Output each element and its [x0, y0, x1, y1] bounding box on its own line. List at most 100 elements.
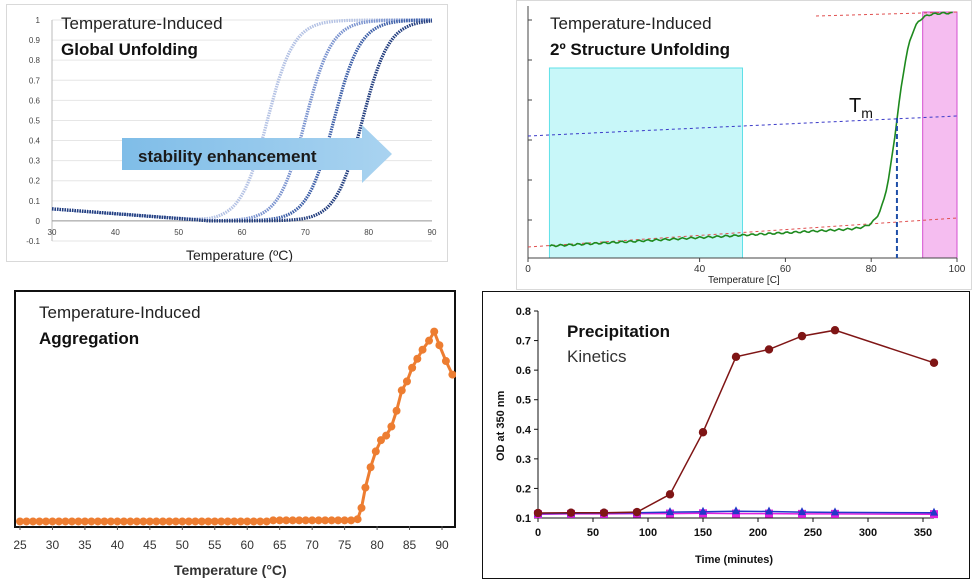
aggregation-point	[236, 517, 245, 526]
x-axis-label: Temperature (°C)	[174, 562, 287, 578]
aggregation-point	[74, 517, 83, 526]
y-tick-label: 0.4	[29, 137, 41, 146]
x-tick-label: 25	[14, 538, 27, 552]
highlight-region-2	[922, 11, 958, 259]
x-tick-label: 65	[273, 538, 287, 552]
x-tick-label: 0	[535, 527, 541, 539]
aggregation-point	[35, 517, 44, 526]
y-tick-label: -0.1	[26, 237, 40, 246]
x-tick-label: 60	[241, 538, 255, 552]
y-tick-label: 0.9	[29, 36, 41, 45]
aggregation-point	[41, 517, 50, 526]
aggregation-point	[366, 463, 375, 472]
od-series-point-2	[666, 507, 674, 516]
aggregation-point	[334, 516, 343, 525]
od-series-point-2	[699, 506, 707, 515]
od-series-point-2	[930, 507, 938, 516]
x-tick-label: 80	[370, 538, 384, 552]
aggregation-point	[262, 517, 271, 526]
y-tick-label: 0.5	[29, 116, 41, 125]
aggregation-point	[430, 327, 439, 336]
aggregation-point	[197, 517, 206, 526]
x-tick-label: 60	[238, 228, 247, 237]
aggregation-point	[80, 517, 89, 526]
y-tick-label: 0.1	[29, 197, 41, 206]
od-series-point-2	[732, 506, 740, 515]
secondary-structure-panel: 0 40 60 80 100 Temperature-Induced 2º Struct…	[516, 0, 972, 290]
aggregation-point	[353, 515, 362, 524]
aggregation-point	[217, 517, 226, 526]
aggregation-point	[387, 422, 396, 431]
aggregation-point	[418, 345, 427, 354]
y-axis-label: OD at 350 nm	[495, 390, 507, 461]
x-tick-label: 90	[428, 228, 437, 237]
y-tick-label: 0.7	[516, 336, 531, 348]
x-tick-label: 150	[694, 527, 712, 539]
x-tick-label: 85	[403, 538, 417, 552]
plot-frame	[482, 291, 970, 579]
aggregation-point	[357, 503, 366, 512]
x-tick-label: 35	[78, 538, 92, 552]
aggregation-point	[165, 517, 174, 526]
aggregation-point	[361, 483, 370, 492]
y-tick-label: 0.7	[29, 76, 41, 85]
aggregation-point	[376, 436, 385, 445]
od-series-point-2	[765, 506, 773, 515]
aggregation-point	[269, 516, 278, 525]
aggregation-point	[441, 357, 450, 366]
chart-title-line1: Temperature-Induced	[61, 14, 223, 33]
aggregation-point	[210, 517, 219, 526]
x-tick-label: 45	[143, 538, 157, 552]
aggregation-point	[139, 517, 148, 526]
aggregation-point	[126, 517, 135, 526]
aggregation-point	[113, 517, 122, 526]
y-tick-label: 0	[36, 217, 41, 226]
x-tick-label: 200	[749, 527, 767, 539]
x-tick-label: 80	[364, 228, 373, 237]
y-tick-label: 0.8	[29, 56, 41, 65]
x-tick-label: 0	[525, 264, 531, 275]
aggregation-point	[223, 517, 232, 526]
x-tick-label: 70	[301, 228, 310, 237]
aggregation-point	[288, 516, 297, 525]
aggregation-point	[204, 517, 213, 526]
tm-label: Tm	[849, 95, 873, 121]
od-series-point-1	[731, 352, 741, 362]
aggregation-point	[152, 517, 161, 526]
od-series-point-1	[566, 508, 576, 517]
x-tick-label: 300	[859, 527, 877, 539]
global-unfolding-chart: -0.1 0 0.1 0.2 0.3 0.4 0.5 0.6 0.7 0.8 0.9 1 30 40 50 6…	[6, 4, 448, 263]
od-series-point-2	[798, 507, 806, 516]
x-axis-label: Time (minutes)	[695, 554, 773, 566]
aggregation-point	[340, 516, 349, 525]
y-tick-label: 0.5	[516, 395, 531, 407]
y-tick-label: 0.6	[516, 365, 531, 377]
y-tick-label: 0.1	[516, 513, 531, 525]
od-series-point-1	[929, 358, 939, 367]
od-series-point-1	[599, 508, 609, 517]
aggregation-point	[314, 516, 323, 525]
x-tick-label: 100	[639, 527, 657, 539]
x-tick-label: 60	[780, 264, 792, 275]
x-axis-label: Temperature [C]	[708, 275, 780, 286]
x-tick-label: 40	[694, 264, 706, 275]
aggregation-point	[54, 517, 63, 526]
aggregation-point	[413, 354, 422, 363]
precipitation-panel: 0.1 0.2 0.3 0.4 0.5 0.6 0.7 0.8 0 50 100 150 200 250 3…	[482, 291, 970, 579]
od-series-point-1	[533, 508, 543, 518]
y-tick-label: 0.3	[29, 157, 41, 166]
chart-title-line2: Kinetics	[567, 347, 627, 366]
aggregation-chart: 25 30 35 40 45 50 55 60 65 70 75 80 85 90 Temperature…	[13, 290, 457, 578]
x-tick-label: 75	[338, 538, 352, 552]
cd-signal-line	[549, 11, 953, 248]
aggregation-point	[184, 517, 193, 526]
y-tick-label: 1	[36, 16, 41, 25]
x-tick-label: 350	[914, 527, 932, 539]
aggregation-point	[230, 517, 239, 526]
aggregation-point	[28, 517, 37, 526]
x-tick-label: 50	[176, 538, 190, 552]
chart-title-line1: Temperature-Induced	[550, 14, 712, 33]
x-tick-label: 40	[111, 538, 125, 552]
aggregation-point	[119, 517, 128, 526]
x-tick-label: 100	[949, 264, 966, 275]
